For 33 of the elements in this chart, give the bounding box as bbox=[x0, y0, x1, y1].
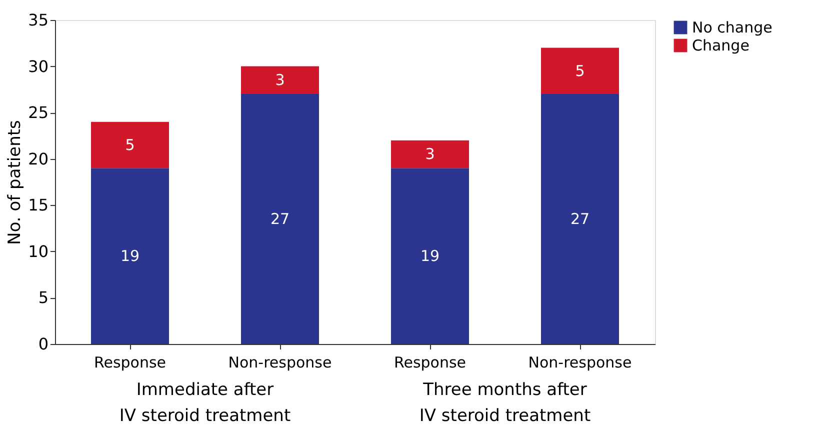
y-tick-label: 25 bbox=[28, 103, 48, 122]
legend-label: Change bbox=[692, 36, 750, 54]
text: Immediate after IV steroid treatment bbox=[119, 380, 291, 426]
y-tick-label: 30 bbox=[28, 56, 48, 76]
data-label: 3 bbox=[275, 71, 285, 90]
data-label: 19 bbox=[120, 247, 140, 266]
y-tick-label: 35 bbox=[28, 10, 48, 30]
data-label: 27 bbox=[570, 210, 590, 228]
y-tick-label: 15 bbox=[28, 196, 48, 215]
y-axis-title: No. of patients bbox=[5, 120, 26, 245]
bar bbox=[391, 140, 469, 168]
bar bbox=[91, 168, 169, 344]
x-tick-label: Response bbox=[94, 354, 166, 372]
data-label: 5 bbox=[575, 62, 585, 80]
y-tick-label: 20 bbox=[28, 149, 48, 168]
data-label: 3 bbox=[425, 145, 435, 164]
legend-label: No change bbox=[692, 18, 772, 36]
bar bbox=[241, 94, 319, 344]
x-tick-label: Non-response bbox=[528, 354, 632, 372]
x-tick-label: Response bbox=[394, 354, 466, 372]
data-label: 19 bbox=[420, 247, 440, 266]
bar bbox=[241, 66, 319, 94]
data-label: 27 bbox=[270, 210, 290, 228]
y-tick-label: 10 bbox=[28, 242, 48, 261]
text: Three months after IV steroid treatment bbox=[419, 380, 591, 426]
x-tick-label: Non-response bbox=[228, 354, 332, 372]
data-label: 5 bbox=[125, 136, 135, 154]
bar bbox=[91, 122, 169, 168]
bar bbox=[391, 168, 469, 344]
y-tick-label: 0 bbox=[38, 334, 48, 354]
y-tick-label: 5 bbox=[38, 288, 48, 308]
bar bbox=[541, 94, 619, 344]
bar bbox=[541, 48, 619, 94]
